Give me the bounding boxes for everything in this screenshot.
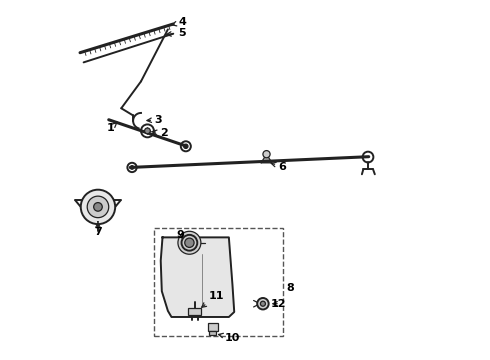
Text: 6: 6 <box>271 162 287 172</box>
Circle shape <box>260 301 266 306</box>
Text: 12: 12 <box>271 299 286 309</box>
Circle shape <box>257 298 269 310</box>
FancyBboxPatch shape <box>188 308 201 315</box>
Polygon shape <box>261 154 272 163</box>
Polygon shape <box>161 237 234 317</box>
Circle shape <box>130 166 134 169</box>
Circle shape <box>263 150 270 158</box>
Circle shape <box>178 231 201 254</box>
Text: 10: 10 <box>219 333 240 343</box>
Text: 8: 8 <box>286 283 294 293</box>
Circle shape <box>87 196 109 218</box>
Text: 4: 4 <box>172 17 187 27</box>
FancyBboxPatch shape <box>208 323 218 330</box>
FancyBboxPatch shape <box>209 330 216 335</box>
Circle shape <box>81 190 115 224</box>
Text: 1: 1 <box>107 122 118 133</box>
Text: 11: 11 <box>202 291 224 307</box>
Circle shape <box>145 128 150 134</box>
Circle shape <box>181 235 197 251</box>
Text: 7: 7 <box>94 222 102 237</box>
Text: 5: 5 <box>167 28 186 38</box>
Text: 2: 2 <box>152 129 168 138</box>
Text: 9: 9 <box>176 230 184 240</box>
Circle shape <box>94 203 102 211</box>
Circle shape <box>185 238 194 247</box>
Text: 3: 3 <box>147 115 162 125</box>
Circle shape <box>184 144 188 148</box>
